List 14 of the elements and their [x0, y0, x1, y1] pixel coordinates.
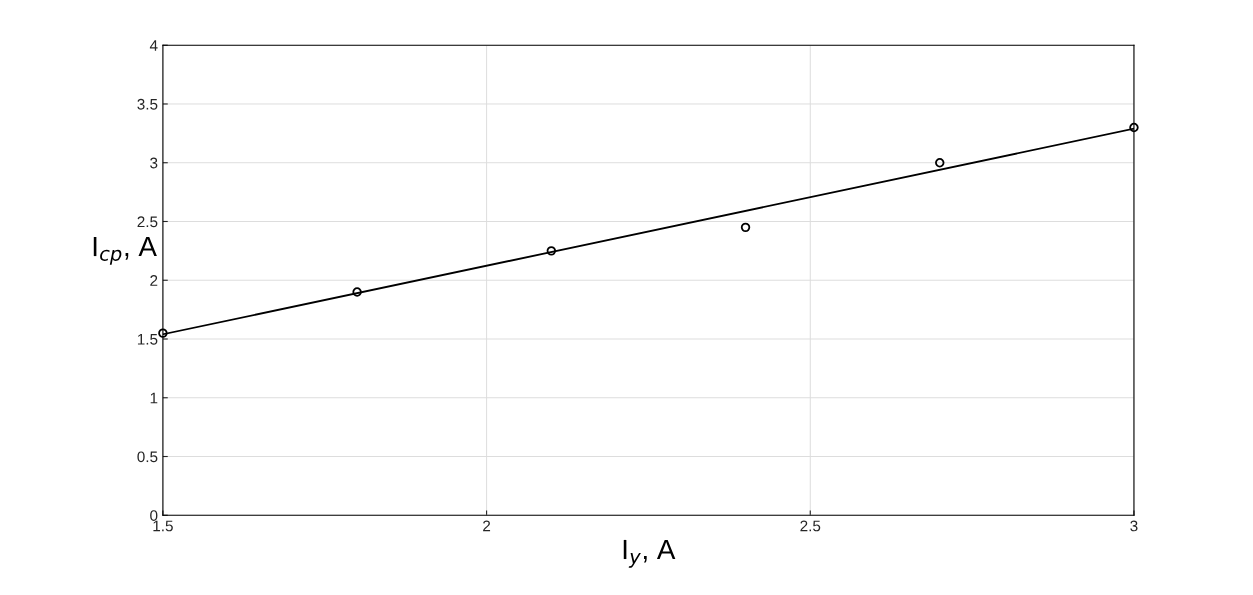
x-axis-title: I$_{y}$, A: [623, 539, 676, 568]
y-axis-title: I$_{cp}$, A: [93, 236, 157, 265]
y-tick-label: 4: [149, 40, 158, 51]
y-tick-label: 2.5: [137, 216, 158, 228]
y-tick-label: 3: [150, 157, 158, 169]
x-tick-label: 2.5: [800, 520, 821, 532]
y-tick-label: 3.5: [137, 98, 158, 110]
x-tick-label: 2: [483, 520, 491, 532]
y-tick-label: 2: [150, 275, 158, 286]
y-tick-label: 1.5: [137, 334, 158, 345]
y-tick-label: 0: [150, 510, 158, 521]
y-tick-label: 1: [150, 392, 158, 404]
y-tick-label: 0.5: [137, 451, 158, 463]
x-tick-label: 3: [1130, 520, 1138, 532]
